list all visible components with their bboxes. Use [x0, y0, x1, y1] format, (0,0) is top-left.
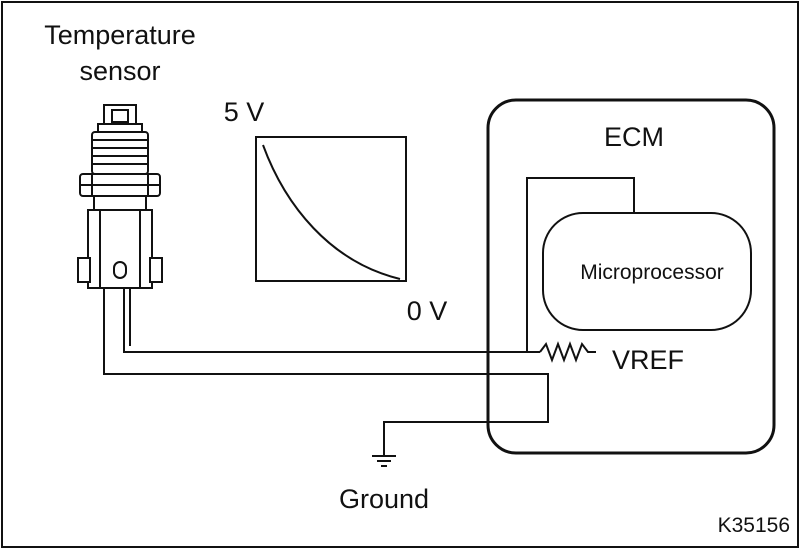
microprocessor-block: [542, 212, 752, 331]
ground-wire: [103, 288, 549, 456]
figure-code: K35156: [718, 514, 790, 537]
signal-wire: [123, 288, 527, 353]
sensor-label-line1: Temperature: [44, 20, 196, 50]
voltage-curve: [262, 144, 401, 280]
graph-bottom-label: 0 V: [407, 296, 448, 326]
temperature-sensor-icon: [77, 104, 163, 289]
ecm-internal-wiring: [526, 177, 635, 353]
ecm-label: ECM: [604, 122, 664, 152]
voltage-graph-frame: [255, 136, 407, 282]
ecm-box: [486, 98, 776, 455]
sensor-label-line2: sensor: [79, 56, 160, 86]
vref-label: VREF: [612, 345, 684, 375]
ground-label: Ground: [339, 484, 429, 514]
ground-symbol-icon: [372, 455, 396, 467]
resistor-icon: [539, 341, 596, 363]
graph-top-label: 5 V: [224, 97, 265, 127]
microprocessor-label: Microprocessor: [580, 261, 724, 284]
